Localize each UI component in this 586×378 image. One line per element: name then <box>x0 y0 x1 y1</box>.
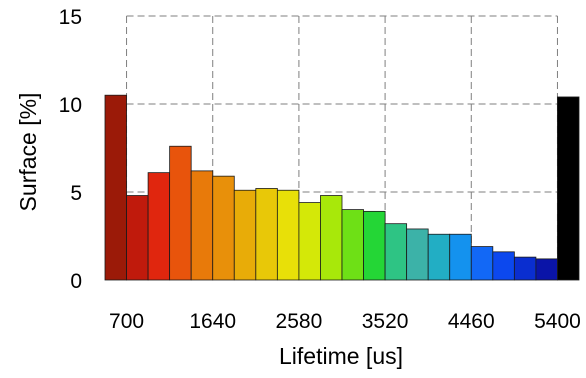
x-tick-label-5400: 5400 <box>534 310 581 333</box>
x-tick-label-1640: 1640 <box>189 310 236 333</box>
bar-13 <box>363 210 386 281</box>
y-axis-label: Surface [%] <box>15 93 41 212</box>
x-tick-label-4460: 4460 <box>448 310 495 333</box>
bar-14 <box>384 223 408 281</box>
grid <box>126 15 558 280</box>
x-tick-label-3520: 3520 <box>362 310 409 333</box>
bar-6 <box>212 175 235 281</box>
bar-1 <box>104 94 127 281</box>
y-tick-label-5: 5 <box>70 182 82 205</box>
bar-2 <box>126 195 149 281</box>
bar-21 <box>535 258 558 281</box>
bars <box>104 94 580 281</box>
bar-7 <box>233 189 257 281</box>
bar-16 <box>427 233 451 281</box>
bar-3 <box>147 172 171 281</box>
y-tick-label-0: 0 <box>70 270 82 293</box>
y-tick-labels: 0 5 10 15 <box>59 6 82 293</box>
bar-18 <box>470 246 494 281</box>
bar-22 <box>557 96 580 281</box>
bar-12 <box>341 209 364 281</box>
bar-4 <box>169 145 192 281</box>
bar-15 <box>406 228 429 281</box>
bar-5 <box>190 170 214 281</box>
bar-20 <box>513 256 537 281</box>
bar-8 <box>255 188 278 281</box>
y-tick-label-10: 10 <box>59 94 82 117</box>
y-tick-label-15: 15 <box>59 6 82 29</box>
bar-17 <box>449 233 472 281</box>
x-tick-labels: 700 1640 2580 3520 4460 5400 <box>109 310 581 333</box>
x-tick-label-700: 700 <box>109 310 144 333</box>
x-tick-label-2580: 2580 <box>276 310 323 333</box>
bar-9 <box>276 189 300 281</box>
x-axis-label: Lifetime [us] <box>279 343 403 369</box>
bar-19 <box>492 251 515 281</box>
bar-11 <box>320 195 343 281</box>
bar-10 <box>298 202 321 281</box>
